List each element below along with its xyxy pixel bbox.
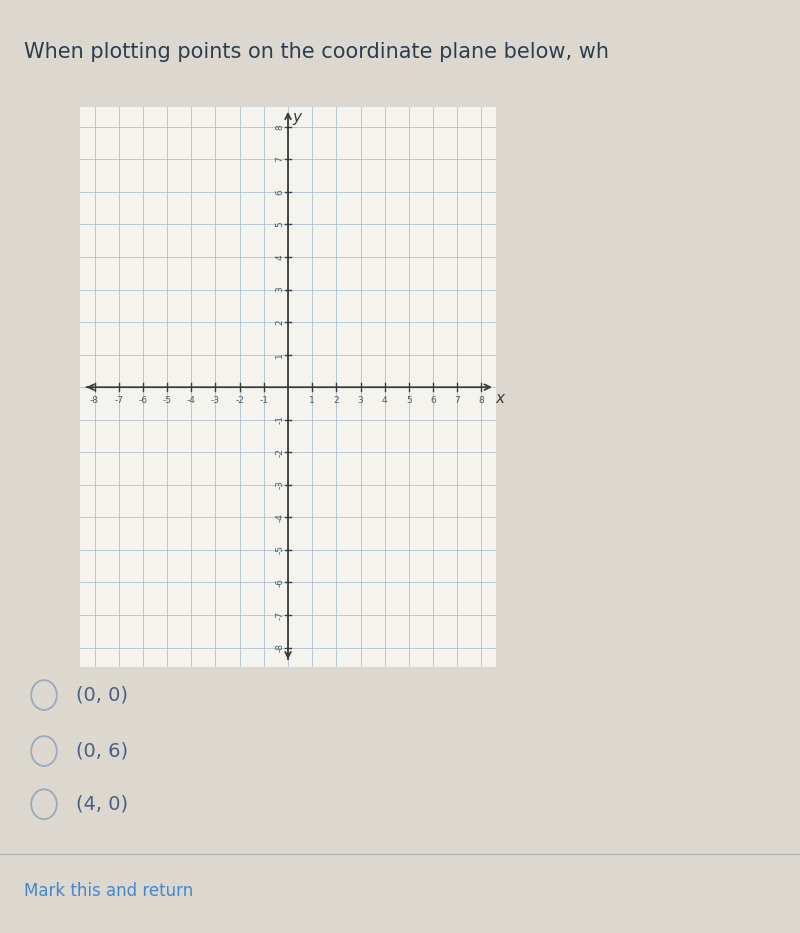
Text: -4: -4: [187, 397, 196, 405]
Text: -3: -3: [275, 480, 284, 489]
Text: 6: 6: [430, 397, 436, 405]
Text: -1: -1: [259, 397, 268, 405]
Text: -1: -1: [275, 415, 284, 425]
Text: -5: -5: [275, 546, 284, 554]
Text: 7: 7: [454, 397, 460, 405]
Text: -7: -7: [275, 610, 284, 620]
Text: 4: 4: [275, 254, 284, 259]
Text: -2: -2: [235, 397, 244, 405]
Text: y: y: [292, 110, 302, 125]
Text: (0, 6): (0, 6): [76, 742, 128, 760]
Text: -4: -4: [275, 513, 284, 522]
Text: 3: 3: [275, 286, 284, 292]
Text: When plotting points on the coordinate plane below, wh: When plotting points on the coordinate p…: [24, 42, 609, 62]
Text: 1: 1: [275, 352, 284, 357]
Text: 8: 8: [275, 124, 284, 130]
Text: -6: -6: [138, 397, 147, 405]
Text: (0, 0): (0, 0): [76, 686, 128, 704]
Text: x: x: [495, 391, 505, 406]
Text: 2: 2: [334, 397, 339, 405]
Text: 1: 1: [310, 397, 315, 405]
Text: -6: -6: [275, 578, 284, 587]
Text: -7: -7: [114, 397, 123, 405]
Text: 8: 8: [478, 397, 484, 405]
Text: 3: 3: [358, 397, 363, 405]
Text: 7: 7: [275, 157, 284, 162]
Text: -3: -3: [211, 397, 220, 405]
Text: 4: 4: [382, 397, 387, 405]
Text: 2: 2: [275, 319, 284, 325]
Text: -2: -2: [275, 448, 284, 457]
Text: 5: 5: [275, 221, 284, 228]
Text: -8: -8: [90, 397, 99, 405]
Text: Mark this and return: Mark this and return: [24, 882, 194, 900]
Text: 6: 6: [275, 189, 284, 195]
Text: -8: -8: [275, 643, 284, 652]
Text: (4, 0): (4, 0): [76, 795, 128, 814]
Text: -5: -5: [162, 397, 171, 405]
Text: 5: 5: [406, 397, 412, 405]
